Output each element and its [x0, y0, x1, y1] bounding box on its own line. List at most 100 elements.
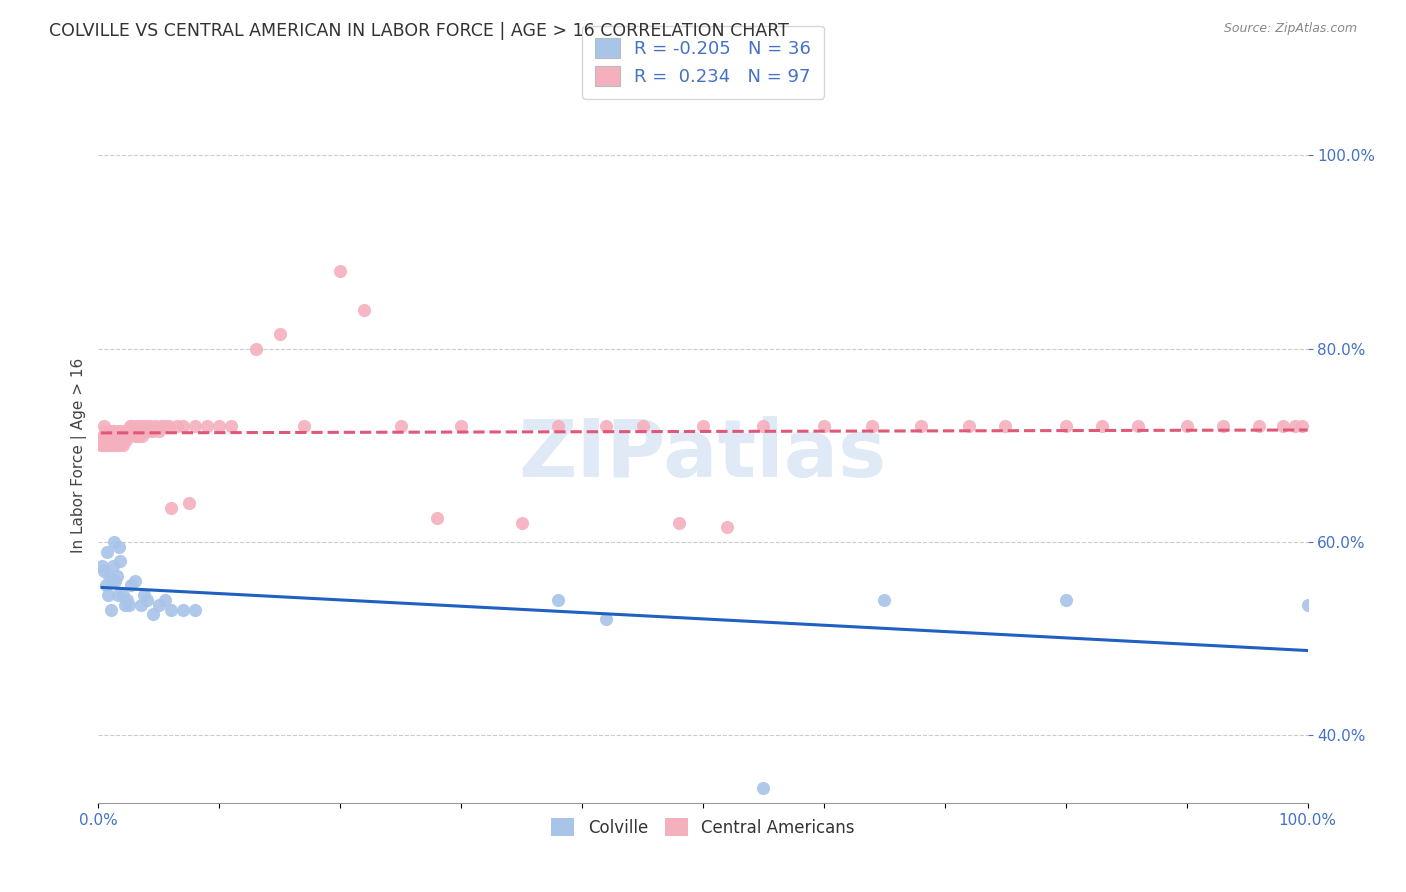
Point — [450, 418, 472, 433]
Point — [94, 424, 117, 438]
Point — [100, 428, 122, 442]
Point — [128, 418, 150, 433]
Point — [114, 598, 136, 612]
Point — [97, 424, 120, 438]
Point — [107, 434, 129, 448]
Point — [118, 598, 141, 612]
Point — [110, 434, 132, 448]
Point — [96, 438, 118, 452]
Point — [132, 418, 155, 433]
Point — [108, 424, 131, 438]
Point — [111, 438, 134, 452]
Point — [1128, 418, 1150, 433]
Point — [96, 544, 118, 558]
Point — [108, 554, 131, 568]
Point — [208, 418, 231, 433]
Point — [103, 534, 125, 549]
Point — [97, 588, 120, 602]
Point — [1054, 418, 1077, 433]
Point — [115, 434, 138, 448]
Point — [98, 568, 121, 582]
Point — [166, 418, 188, 433]
Point — [752, 418, 775, 433]
Point — [184, 418, 207, 433]
Point — [269, 327, 291, 342]
Point — [910, 418, 932, 433]
Point — [90, 438, 112, 452]
Point — [96, 428, 118, 442]
Point — [101, 438, 124, 452]
Point — [668, 516, 690, 530]
Point — [134, 424, 156, 438]
Point — [153, 592, 176, 607]
Point — [118, 418, 141, 433]
Point — [692, 418, 714, 433]
Point — [94, 434, 117, 448]
Point — [125, 418, 148, 433]
Point — [245, 342, 267, 356]
Text: Source: ZipAtlas.com: Source: ZipAtlas.com — [1223, 22, 1357, 36]
Point — [1175, 418, 1198, 433]
Point — [127, 428, 149, 442]
Point — [108, 540, 131, 554]
Text: COLVILLE VS CENTRAL AMERICAN IN LABOR FORCE | AGE > 16 CORRELATION CHART: COLVILLE VS CENTRAL AMERICAN IN LABOR FO… — [49, 22, 789, 40]
Point — [94, 578, 117, 592]
Point — [100, 424, 122, 438]
Point — [157, 418, 180, 433]
Point — [93, 418, 115, 433]
Point — [1284, 418, 1306, 433]
Point — [108, 438, 131, 452]
Point — [292, 418, 315, 433]
Point — [91, 428, 114, 442]
Point — [98, 428, 121, 442]
Point — [100, 434, 122, 448]
Point — [143, 418, 166, 433]
Point — [91, 438, 114, 452]
Point — [131, 428, 153, 442]
Point — [631, 418, 654, 433]
Point — [111, 588, 134, 602]
Point — [1296, 598, 1319, 612]
Point — [118, 428, 141, 442]
Point — [752, 781, 775, 796]
Point — [510, 516, 533, 530]
Point — [121, 418, 143, 433]
Point — [101, 428, 124, 442]
Point — [104, 434, 127, 448]
Point — [91, 559, 114, 574]
Point — [142, 607, 165, 622]
Point — [426, 510, 449, 524]
Point — [994, 418, 1017, 433]
Point — [97, 438, 120, 452]
Point — [124, 574, 146, 588]
Point — [860, 418, 883, 433]
Point — [124, 428, 146, 442]
Point — [108, 428, 131, 442]
Point — [595, 612, 617, 626]
Point — [103, 434, 125, 448]
Point — [120, 578, 142, 592]
Point — [117, 424, 139, 438]
Point — [153, 418, 176, 433]
Point — [134, 588, 156, 602]
Point — [179, 496, 201, 510]
Point — [104, 574, 127, 588]
Point — [105, 438, 128, 452]
Point — [112, 424, 135, 438]
Point — [135, 418, 157, 433]
Point — [129, 598, 152, 612]
Text: ZIPatlas: ZIPatlas — [519, 416, 887, 494]
Point — [139, 418, 162, 433]
Point — [107, 588, 129, 602]
Point — [135, 592, 157, 607]
Point — [353, 302, 375, 317]
Point — [1272, 418, 1295, 433]
Point — [329, 264, 352, 278]
Point — [129, 424, 152, 438]
Point — [716, 520, 738, 534]
Point — [172, 418, 194, 433]
Point — [1091, 418, 1114, 433]
Point — [389, 418, 412, 433]
Point — [148, 598, 170, 612]
Point — [547, 418, 569, 433]
